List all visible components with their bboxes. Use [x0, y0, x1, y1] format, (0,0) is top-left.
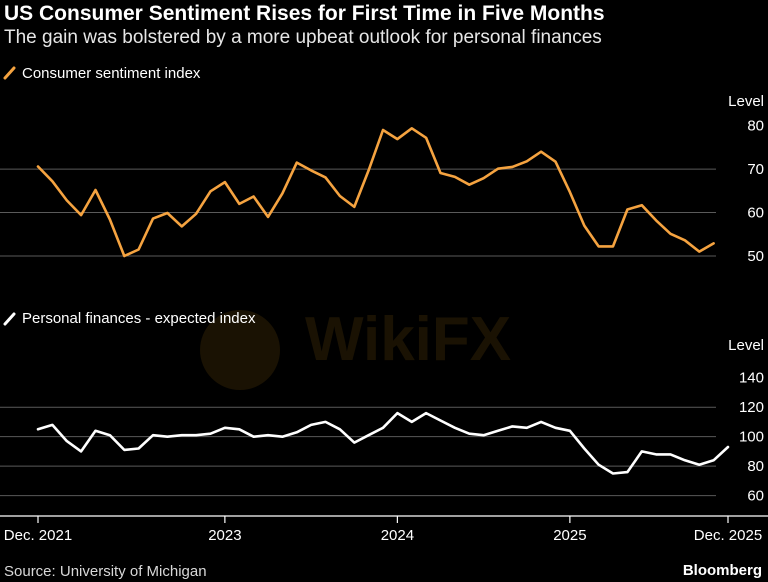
sentiment-series-line: [36, 127, 715, 258]
finances-legend: Personal finances - expected index: [3, 310, 256, 327]
svg-text:WikiFX: WikiFX: [305, 305, 511, 374]
finances-panel: 60 80 100 120 140 Personal finances - expect…: [0, 310, 764, 505]
sentiment-ytick-label: 60: [747, 205, 764, 222]
watermark-logo: WikiFX: [200, 305, 511, 390]
x-tick-label: Dec. 2025: [694, 527, 762, 544]
finances-legend-label: Personal finances - expected index: [22, 310, 256, 327]
sentiment-panel: 50 60 70 80 Consumer sentiment index Level: [0, 65, 764, 265]
finances-ylabel: Level: [728, 337, 764, 354]
x-tick-label: 2025: [553, 527, 586, 544]
chart-subtitle: The gain was bolstered by a more upbeat …: [4, 27, 602, 48]
finances-series-line: [36, 411, 730, 475]
finances-ytick-label: 120: [739, 399, 764, 416]
finances-ytick-label: 80: [747, 458, 764, 475]
finances-ytick-label: 60: [747, 488, 764, 505]
sentiment-ytick-label: 80: [747, 118, 764, 135]
source-note: Source: University of Michigan: [4, 563, 207, 580]
x-tick-label: 2024: [381, 527, 414, 544]
finances-ytick-label: 100: [739, 429, 764, 446]
x-axis: Dec. 2021 2023 2024 2025 Dec. 2025: [0, 515, 768, 544]
sentiment-ylabel: Level: [728, 93, 764, 110]
x-tick-label: Dec. 2021: [4, 527, 72, 544]
x-tick-label: 2023: [208, 527, 241, 544]
finances-ytick-label: 140: [739, 370, 764, 387]
sentiment-legend-label: Consumer sentiment index: [22, 65, 201, 82]
sentiment-ytick-label: 50: [747, 248, 764, 265]
sentiment-ytick-label: 70: [747, 161, 764, 178]
chart-title: US Consumer Sentiment Rises for First Ti…: [4, 2, 605, 25]
brand-logo: Bloomberg: [682, 562, 762, 579]
sentiment-legend: Consumer sentiment index: [3, 65, 201, 82]
